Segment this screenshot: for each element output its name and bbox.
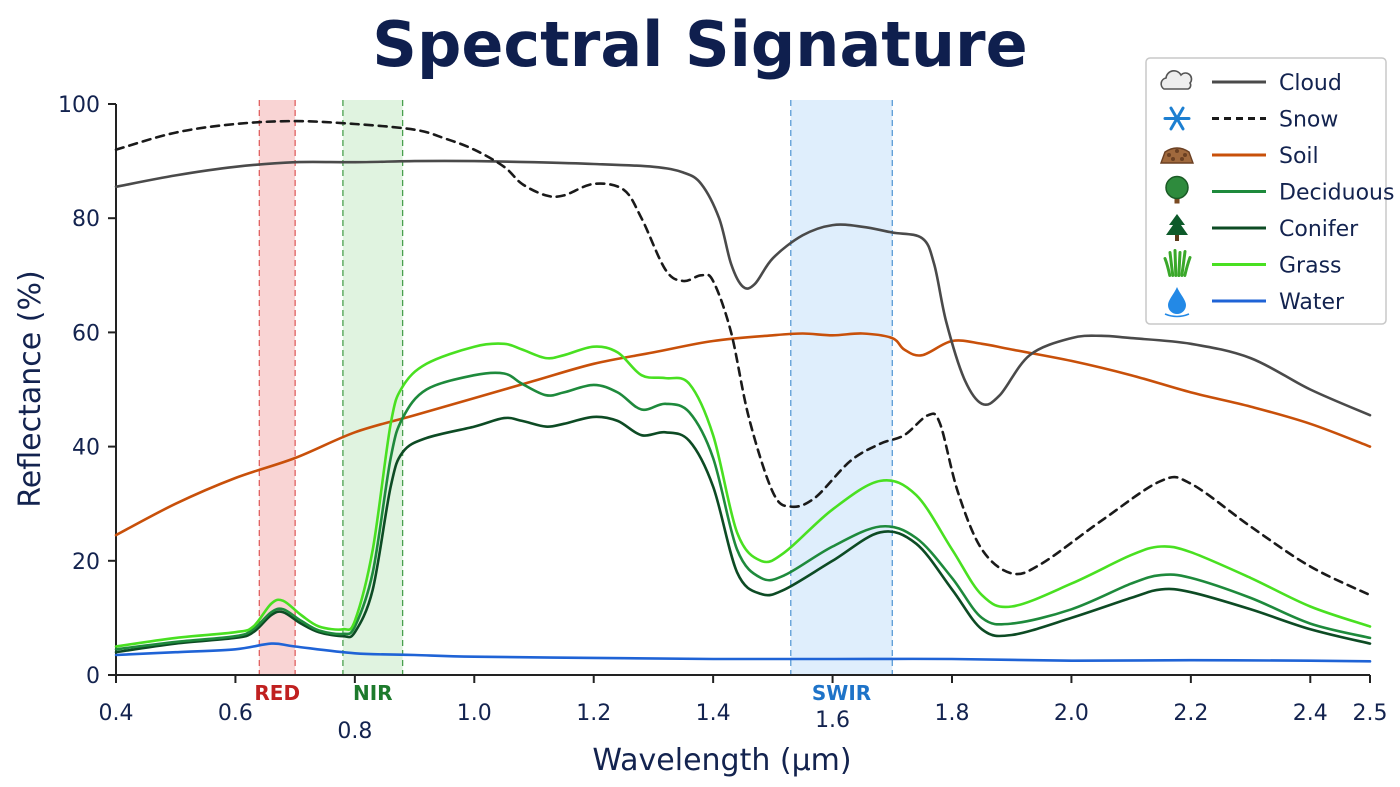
snowflake-icon [1163,106,1191,131]
band-red: RED [254,100,300,705]
legend-label: Soil [1279,144,1319,169]
deciduous-tree-icon [1165,175,1189,204]
band-fill [790,100,893,675]
y-axis-label: Reflectance (%) [13,270,48,507]
series-line-cloud [114,159,1372,417]
y-tick-label: 100 [58,93,100,118]
x-tick-label: 2.2 [1173,701,1208,726]
band-label: NIR [353,681,393,705]
x-tick-label: 2.4 [1293,701,1328,726]
y-tick-label: 80 [72,207,100,232]
y-tick-label: 60 [72,321,100,346]
band-highlights: RED NIR SWIR [254,100,893,705]
band-swir: SWIR [790,100,893,705]
series-line-snow [114,119,1372,597]
band-label: RED [254,681,300,705]
cloud-icon [1160,70,1193,90]
y-tick-label: 0 [86,664,100,689]
legend-label: Water [1279,290,1345,315]
x-tick-label: 2.5 [1353,701,1388,726]
legend-label: Conifer [1279,217,1359,242]
series-lines [114,119,1372,663]
x-tick-label: 1.6 [815,708,850,733]
legend-label: Snow [1279,108,1338,133]
axes: 0 20 40 60 80 100 0.4 0.6 0.8 1.0 1.2 1.4 1.6 1.8 2.0 2… [58,93,1388,744]
legend-item-soil: Soil [1160,144,1319,169]
series-line-soil [114,332,1372,537]
soil-icon [1160,147,1194,164]
legend-item-grass: Grass [1163,249,1342,279]
x-tick-label: 0.6 [218,701,253,726]
x-tick-label: 1.0 [457,701,492,726]
x-axis-label: Wavelength (µm) [592,743,851,778]
y-tick-label: 20 [72,550,100,575]
legend-label: Cloud [1279,71,1342,96]
x-tick-label: 0.4 [99,701,134,726]
x-tick-label: 1.4 [696,701,731,726]
band-fill [259,100,296,675]
legend-label: Grass [1279,254,1342,279]
legend-item-water: Water [1164,287,1345,318]
series-line-deciduous [114,371,1372,651]
series-line-water [114,642,1372,663]
legend-item-conifer: Conifer [1166,214,1359,242]
water-drop-icon [1164,287,1190,318]
x-tick-label: 1.8 [935,701,970,726]
x-tick-label: 2.0 [1054,701,1089,726]
series-line-grass [114,342,1372,648]
legend-label: Deciduous [1279,181,1394,206]
legend-item-snow: Snow [1163,106,1338,133]
band-label: SWIR [812,681,871,705]
y-tick-label: 40 [72,436,100,461]
conifer-tree-icon [1166,214,1188,241]
legend: Cloud Snow Soil Deciduous Conifer Grass Water [1145,57,1394,325]
chart-title: Spectral Signature [372,8,1027,81]
legend-item-deciduous: Deciduous [1165,175,1394,206]
x-tick-label: 1.2 [576,701,611,726]
series-line-conifer [114,415,1372,654]
x-tick-label: 0.8 [337,719,372,744]
grass-icon [1163,249,1192,277]
band-nir: NIR [342,100,404,705]
band-fill [342,100,403,675]
legend-item-cloud: Cloud [1160,70,1342,96]
